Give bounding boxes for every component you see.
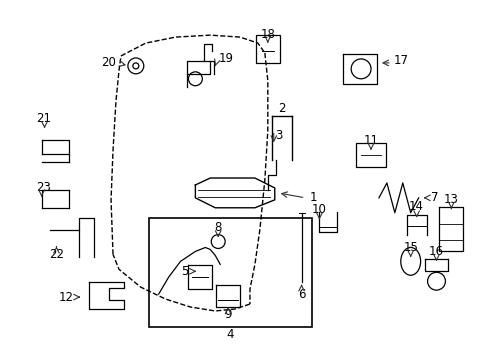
Text: 17: 17 bbox=[393, 54, 408, 67]
Text: 21: 21 bbox=[37, 112, 52, 125]
Text: 7: 7 bbox=[429, 192, 437, 204]
Text: 9: 9 bbox=[224, 309, 231, 321]
Text: 10: 10 bbox=[311, 203, 326, 216]
Text: 11: 11 bbox=[363, 134, 378, 147]
Text: 13: 13 bbox=[443, 193, 458, 206]
Bar bbox=[148, 218, 312, 327]
Text: 12: 12 bbox=[58, 291, 73, 303]
Text: 3: 3 bbox=[274, 129, 282, 142]
Text: 23: 23 bbox=[37, 181, 51, 194]
Text: 4: 4 bbox=[226, 328, 233, 341]
Text: 18: 18 bbox=[260, 28, 275, 41]
Text: 15: 15 bbox=[403, 241, 417, 254]
Bar bbox=[355, 143, 385, 167]
Text: 1: 1 bbox=[309, 192, 316, 204]
Text: 8: 8 bbox=[214, 221, 222, 234]
Text: 2: 2 bbox=[277, 102, 285, 115]
Text: 16: 16 bbox=[428, 245, 443, 258]
Text: 6: 6 bbox=[297, 288, 305, 301]
Text: 14: 14 bbox=[408, 200, 423, 213]
Text: 19: 19 bbox=[218, 53, 233, 66]
Text: 5: 5 bbox=[181, 265, 188, 278]
Text: 20: 20 bbox=[101, 57, 116, 69]
Text: 22: 22 bbox=[49, 248, 64, 261]
Bar bbox=[255, 35, 279, 63]
